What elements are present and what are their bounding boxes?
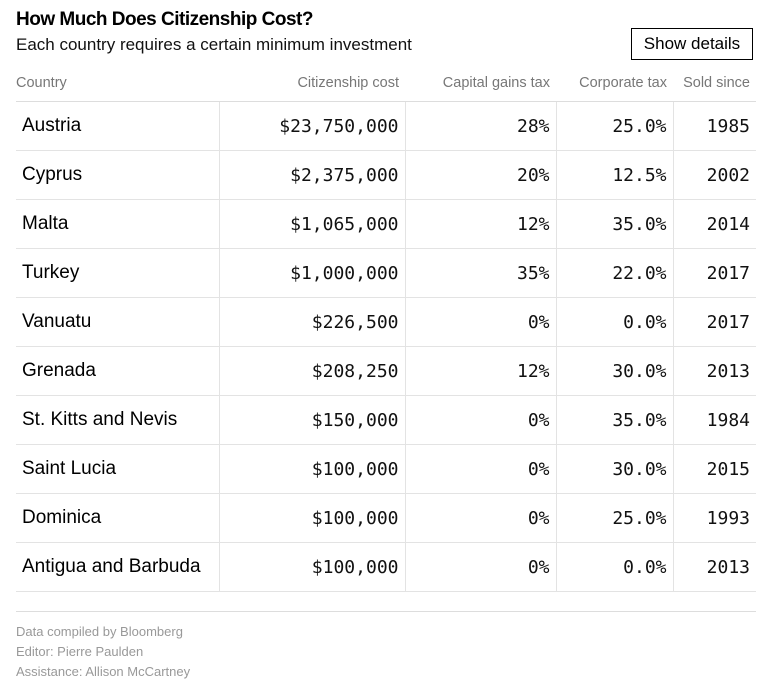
cell-capital-gains-tax: 20% [404, 150, 556, 200]
footer-credits: Data compiled by Bloomberg Editor: Pierr… [16, 622, 190, 682]
cell-capital-gains-tax: 35% [404, 248, 556, 298]
table-row: Dominica $100,000 0% 25.0% 1993 [16, 493, 756, 543]
chart-subtitle: Each country requires a certain minimum … [16, 35, 412, 54]
cell-corporate-tax: 30.0% [555, 444, 673, 494]
cell-citizenship-cost: $23,750,000 [218, 101, 405, 151]
cell-country: Dominica [16, 493, 219, 543]
cell-corporate-tax: 30.0% [555, 346, 673, 396]
cell-country: Turkey [16, 248, 219, 298]
cell-country: Grenada [16, 346, 219, 396]
show-details-button[interactable]: Show details [631, 28, 753, 60]
cell-country: Vanuatu [16, 297, 219, 347]
cell-citizenship-cost: $150,000 [218, 395, 405, 445]
column-header-capital-gains-tax[interactable]: Capital gains tax [405, 64, 556, 102]
cell-country: St. Kitts and Nevis [16, 395, 219, 445]
table-row: St. Kitts and Nevis $150,000 0% 35.0% 1984 [16, 395, 756, 445]
cell-corporate-tax: 25.0% [555, 493, 673, 543]
column-header-sold-since[interactable]: Sold since [673, 64, 756, 102]
cell-sold-since: 2015 [672, 444, 756, 494]
cell-sold-since: 2014 [672, 199, 756, 249]
cell-capital-gains-tax: 0% [404, 542, 556, 592]
cell-capital-gains-tax: 12% [404, 346, 556, 396]
table-row: Antigua and Barbuda $100,000 0% 0.0% 2013 [16, 542, 756, 592]
cell-capital-gains-tax: 28% [404, 101, 556, 151]
cell-sold-since: 1985 [672, 101, 756, 151]
table-row: Austria $23,750,000 28% 25.0% 1985 [16, 101, 756, 151]
table-row: Cyprus $2,375,000 20% 12.5% 2002 [16, 150, 756, 200]
cell-sold-since: 2013 [672, 542, 756, 592]
cell-citizenship-cost: $2,375,000 [218, 150, 405, 200]
cell-citizenship-cost: $100,000 [218, 444, 405, 494]
cell-corporate-tax: 0.0% [555, 542, 673, 592]
cell-citizenship-cost: $1,065,000 [218, 199, 405, 249]
cell-citizenship-cost: $100,000 [218, 542, 405, 592]
cell-sold-since: 2017 [672, 297, 756, 347]
footer-assistance: Assistance: Allison McCartney [16, 664, 191, 679]
cell-country: Antigua and Barbuda [16, 542, 219, 592]
column-header-country[interactable]: Country [16, 64, 219, 102]
column-header-citizenship-cost[interactable]: Citizenship cost [219, 64, 405, 102]
cell-capital-gains-tax: 0% [404, 395, 556, 445]
cell-sold-since: 2013 [672, 346, 756, 396]
cell-corporate-tax: 22.0% [555, 248, 673, 298]
cell-country: Malta [16, 199, 219, 249]
cell-sold-since: 2017 [672, 248, 756, 298]
cell-citizenship-cost: $100,000 [218, 493, 405, 543]
cell-corporate-tax: 35.0% [555, 199, 673, 249]
cell-capital-gains-tax: 0% [404, 444, 556, 494]
cell-corporate-tax: 0.0% [555, 297, 673, 347]
cell-country: Cyprus [16, 150, 219, 200]
cell-sold-since: 1993 [672, 493, 756, 543]
table-body: Austria $23,750,000 28% 25.0% 1985 Cyprus $2,3… [16, 101, 756, 592]
table-row: Saint Lucia $100,000 0% 30.0% 2015 [16, 444, 756, 494]
cell-citizenship-cost: $1,000,000 [218, 248, 405, 298]
footer-divider [16, 611, 756, 612]
cell-sold-since: 2002 [672, 150, 756, 200]
cell-corporate-tax: 25.0% [555, 101, 673, 151]
cell-capital-gains-tax: 12% [404, 199, 556, 249]
footer-editor: Editor: Pierre Paulden [16, 644, 144, 659]
citizenship-cost-table: Country Citizenship cost Capital gains t… [16, 64, 756, 592]
footer-source: Data compiled by Bloomberg [16, 624, 183, 639]
cell-citizenship-cost: $226,500 [218, 297, 405, 347]
cell-sold-since: 1984 [672, 395, 756, 445]
cell-country: Austria [16, 101, 219, 151]
table-header-row: Country Citizenship cost Capital gains t… [16, 64, 756, 102]
table-row: Turkey $1,000,000 35% 22.0% 2017 [16, 248, 756, 298]
cell-country: Saint Lucia [16, 444, 219, 494]
table-row: Grenada $208,250 12% 30.0% 2013 [16, 346, 756, 396]
chart-title: How Much Does Citizenship Cost? [16, 9, 313, 30]
cell-citizenship-cost: $208,250 [218, 346, 405, 396]
table-row: Malta $1,065,000 12% 35.0% 2014 [16, 199, 756, 249]
column-header-corporate-tax[interactable]: Corporate tax [556, 64, 673, 102]
cell-corporate-tax: 35.0% [555, 395, 673, 445]
cell-corporate-tax: 12.5% [555, 150, 673, 200]
table-row: Vanuatu $226,500 0% 0.0% 2017 [16, 297, 756, 347]
cell-capital-gains-tax: 0% [404, 297, 556, 347]
cell-capital-gains-tax: 0% [404, 493, 556, 543]
